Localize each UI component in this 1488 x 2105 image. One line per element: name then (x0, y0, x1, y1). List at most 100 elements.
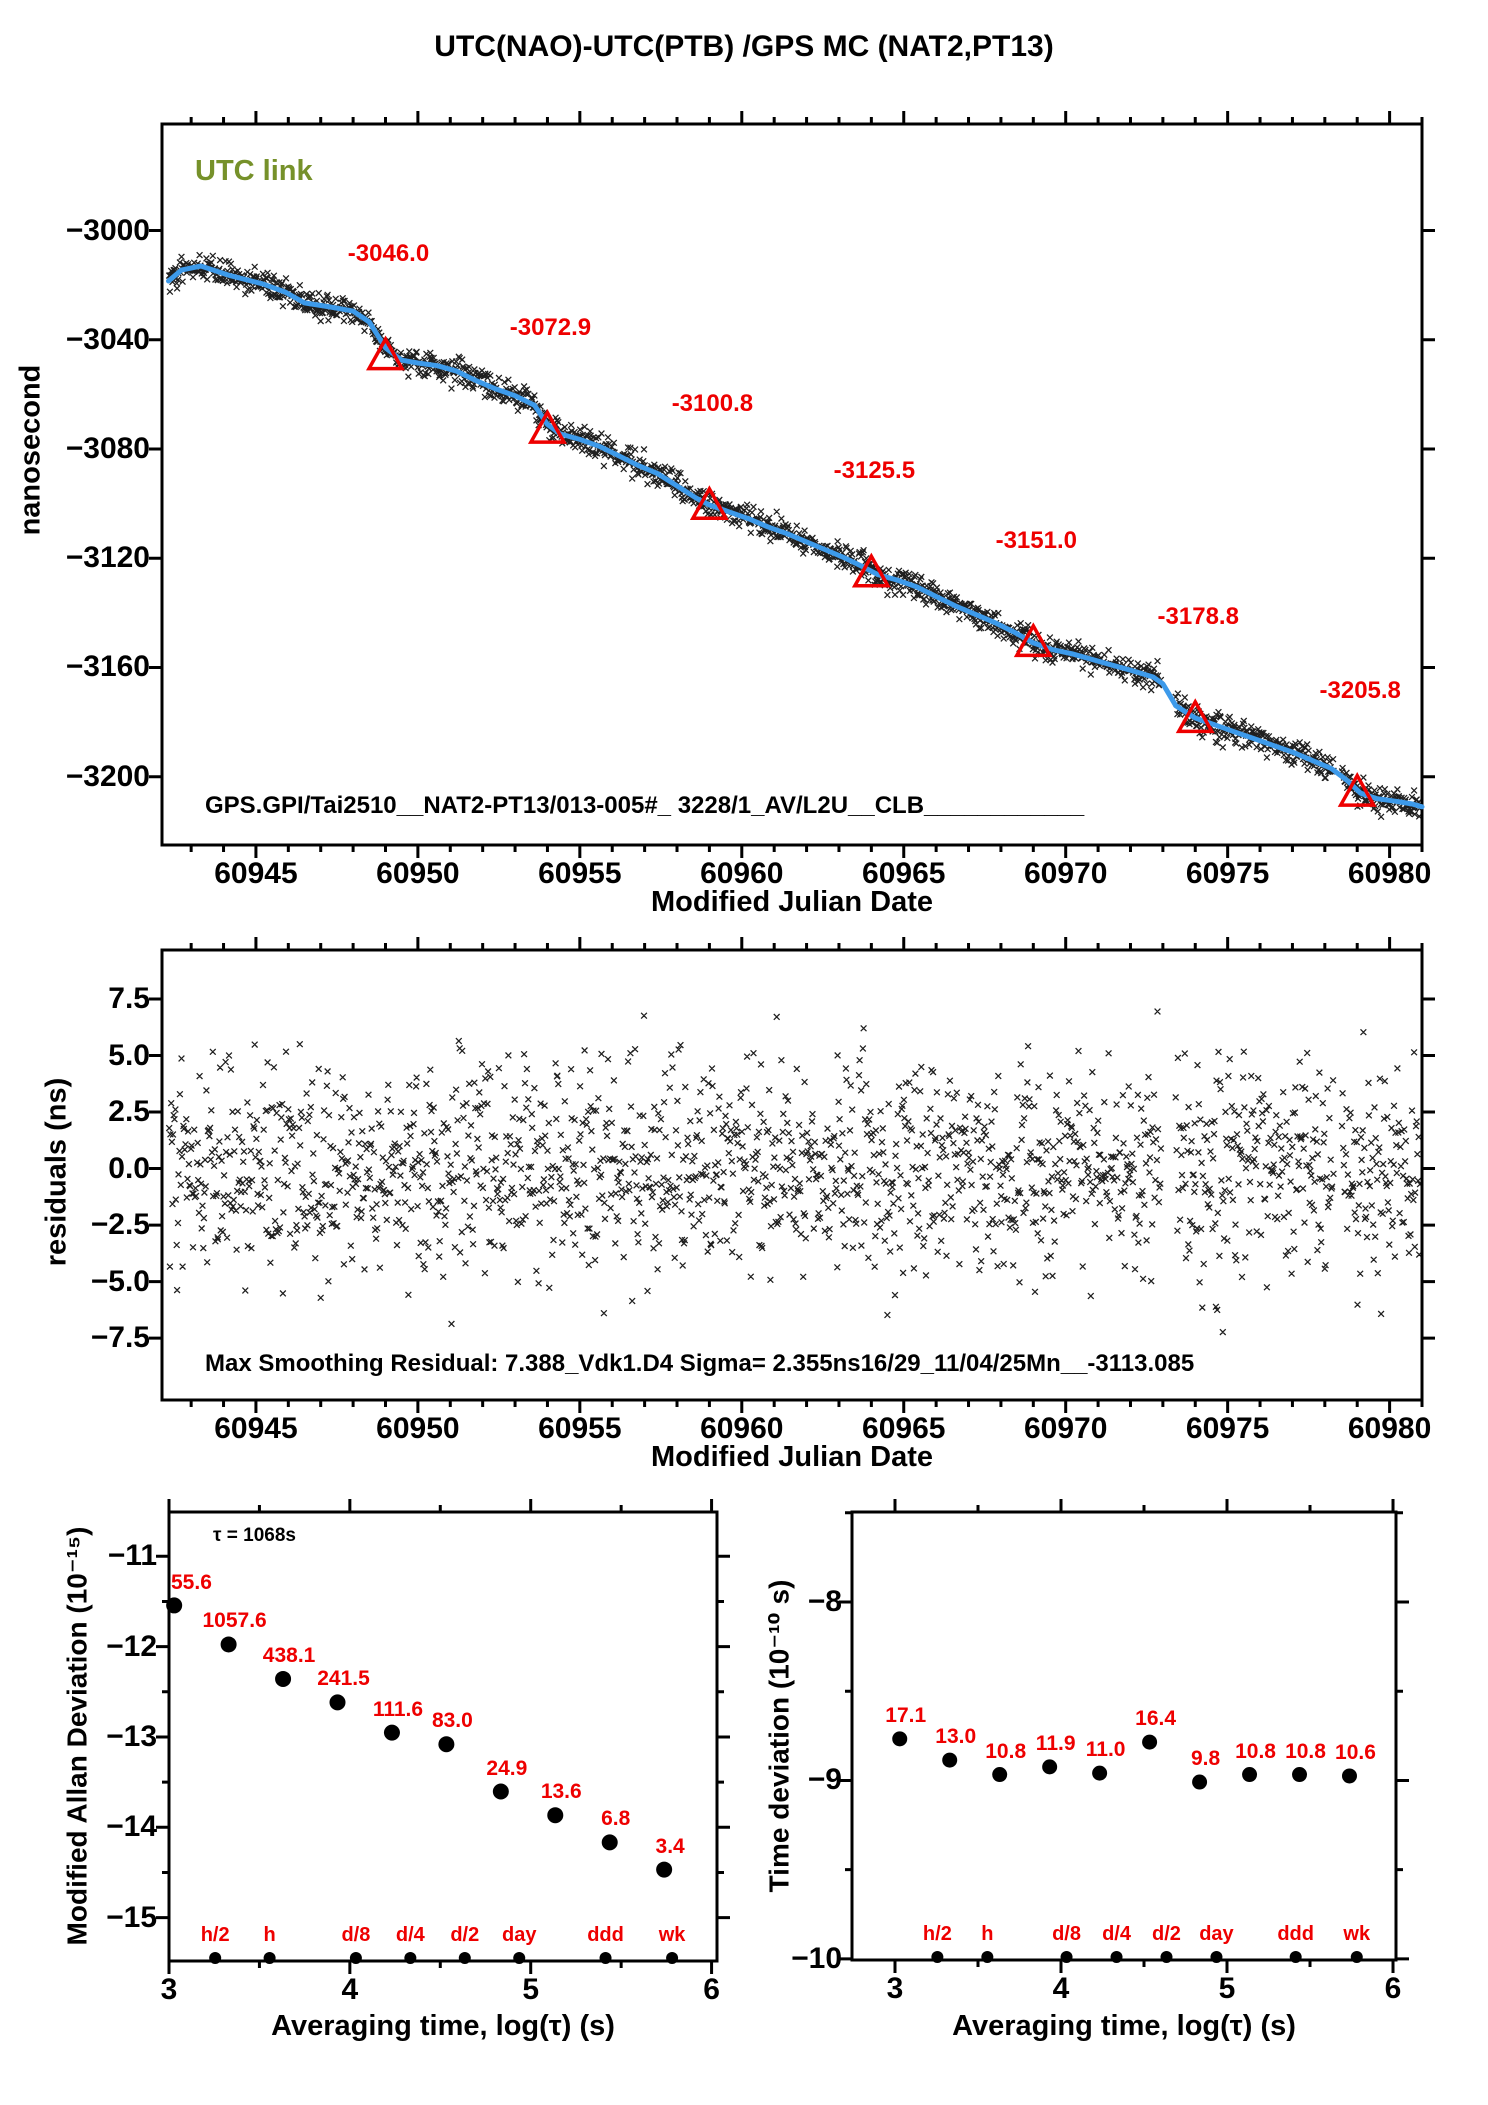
y-axis-title-tdev: Time deviation (10⁻¹⁰ s) (763, 1579, 795, 1893)
tau-unit-label: d/2 (450, 1924, 480, 1946)
deviation-value-label: 6.8 (601, 1807, 631, 1831)
mdev-panel-y-tick-label: −13 (106, 1719, 157, 1753)
residuals-panel-ticks (149, 937, 1435, 1413)
deviation-value-label: 1057.6 (202, 1609, 267, 1633)
utc-link-panel-x-tick-label: 60970 (1023, 857, 1108, 890)
tau-marker-dot (981, 1951, 994, 1963)
deviation-value-label: 13.6 (540, 1780, 582, 1804)
utc-link-panel-x-tick-label: 60980 (1347, 857, 1432, 890)
utc-link-panel-y-tick-label: −3200 (65, 759, 150, 793)
tdev-panel-x-tick-label: 6 (1384, 1972, 1402, 2005)
mdev-panel-y-tick-label: −15 (106, 1900, 157, 1934)
mdev-panel-frame (167, 1510, 719, 1963)
tdev-point (1092, 1765, 1108, 1781)
mdev-panel-x-tick-label: 5 (522, 1973, 540, 2006)
tau-unit-label: h/2 (200, 1924, 230, 1946)
tdev-point (1142, 1734, 1158, 1750)
tau-marker-dot (1210, 1951, 1223, 1963)
x-axis-title-avg-time-left: Averaging time, log(τ) (s) (271, 2010, 615, 2042)
tau-unit-label: h/2 (922, 1923, 952, 1945)
tdev-panel-y-tick-label: −8 (807, 1584, 842, 1618)
mdev-point (656, 1861, 673, 1878)
utc-link-panel-x-tick-label: 60950 (376, 857, 460, 890)
tdev-point (942, 1752, 958, 1768)
tau-unit-label: d/4 (1102, 1923, 1131, 1945)
tau-marker-dot (1350, 1951, 1363, 1963)
tau-marker-dot (1110, 1951, 1123, 1963)
utc-link-panel-x-tick-label: 60945 (214, 857, 298, 890)
utc-link-panel-y-tick-label: −3000 (65, 213, 150, 247)
mdev-panel-x-tick-label: 6 (703, 1973, 720, 2006)
tau-marker-dot (404, 1952, 417, 1964)
tdev-point (992, 1767, 1008, 1783)
utc-link-label: UTC link (195, 155, 313, 187)
calibration-value-label: -3125.5 (833, 457, 916, 485)
utc-link-panel-x-tick-label: 60955 (538, 857, 622, 890)
deviation-value-label: 11.0 (1085, 1738, 1126, 1762)
tau-marker-dot (349, 1952, 362, 1964)
deviation-value-label: 10.8 (1285, 1739, 1326, 1763)
mdev-point (547, 1807, 564, 1824)
deviation-value-label: 10.8 (985, 1739, 1027, 1763)
deviation-value-label: 3.4 (655, 1834, 685, 1858)
deviation-value-label: 16.4 (1135, 1707, 1177, 1731)
tau-marker-dot (931, 1951, 944, 1963)
tau-unit-label: ddd (1277, 1923, 1314, 1945)
tdev-point (892, 1731, 908, 1747)
tau-unit-label: d/8 (341, 1924, 371, 1946)
tdev-point (1292, 1767, 1308, 1783)
tdev-panel-x-tick-label: 4 (1052, 1972, 1070, 2005)
deviation-value-label: 55.6 (171, 1571, 212, 1595)
mdev-panel-ticks (156, 1499, 730, 1974)
calibration-triangle (366, 335, 405, 371)
tdev-panel-x-tick-label: 3 (886, 1972, 904, 2005)
deviation-value-label: 438.1 (262, 1643, 316, 1667)
tau-unit-label: wk (1343, 1923, 1371, 1945)
tau-marker-dot (209, 1952, 222, 1964)
tau-marker-dot (1289, 1951, 1302, 1963)
deviation-value-label: 111.6 (372, 1697, 424, 1721)
utc-link-panel-y-tick-label: −3080 (65, 431, 150, 465)
calibration-value-label: -3072.9 (509, 313, 592, 341)
tau-marker-dot (263, 1952, 276, 1964)
mdev-panel-y-tick-label: −11 (107, 1539, 157, 1573)
tau-marker-dot (599, 1952, 612, 1964)
deviation-value-label: 241.5 (317, 1667, 370, 1691)
deviation-value-label: 11.9 (1035, 1731, 1076, 1755)
deviation-value-label: 24.9 (486, 1756, 528, 1780)
mdev-point (438, 1736, 455, 1753)
utc-link-panel-y-tick-label: −3120 (65, 541, 150, 575)
utc-link-panel-frame (160, 122, 1424, 847)
residuals-panel-x-tick-label: 60950 (376, 1412, 460, 1445)
x-axis-title-mjd-mid: Modified Julian Date (651, 1441, 933, 1473)
calibration-triangle (527, 409, 567, 444)
mdev-panel-x-tick-label: 3 (160, 1973, 178, 2006)
mdev-panel-y-tick-label: −14 (106, 1810, 157, 1844)
tau-unit-label: d/8 (1052, 1923, 1081, 1945)
utc-link-panel-x-tick-label: 60965 (862, 857, 946, 890)
tdev-panel-y-tick-label: −9 (807, 1763, 842, 1797)
tau-unit-label: wk (658, 1924, 686, 1946)
residuals-panel-y-tick-label: −5.0 (90, 1264, 150, 1298)
mdev-point (492, 1783, 509, 1800)
residuals-panel-x-tick-label: 60970 (1023, 1412, 1108, 1445)
residuals-scatter (165, 1008, 1424, 1336)
tdev-point (1242, 1767, 1258, 1783)
mdev-point (329, 1694, 346, 1711)
residuals-panel-x-tick-label: 60960 (700, 1412, 784, 1445)
deviation-value-label: 10.8 (1235, 1739, 1276, 1763)
figure-title: UTC(NAO)-UTC(PTB) /GPS MC (NAT2,PT13) (434, 30, 1054, 63)
calibration-value-label: -3205.8 (1319, 676, 1401, 704)
calibration-triangle (851, 552, 891, 588)
utc-link-panel-x-tick-label: 60975 (1185, 857, 1270, 890)
tau-unit-label: h (263, 1924, 276, 1946)
tau-unit-label: day (501, 1924, 537, 1946)
residuals-panel-x-tick-label: 60945 (214, 1412, 298, 1445)
y-axis-title-nanosecond: nanosecond (14, 364, 47, 536)
residuals-panel-y-tick-label: 5.0 (108, 1038, 150, 1072)
deviation-value-label: 83.0 (431, 1709, 473, 1733)
calibration-value-label: -3100.8 (671, 389, 754, 417)
deviation-value-label: 9.8 (1190, 1747, 1221, 1771)
